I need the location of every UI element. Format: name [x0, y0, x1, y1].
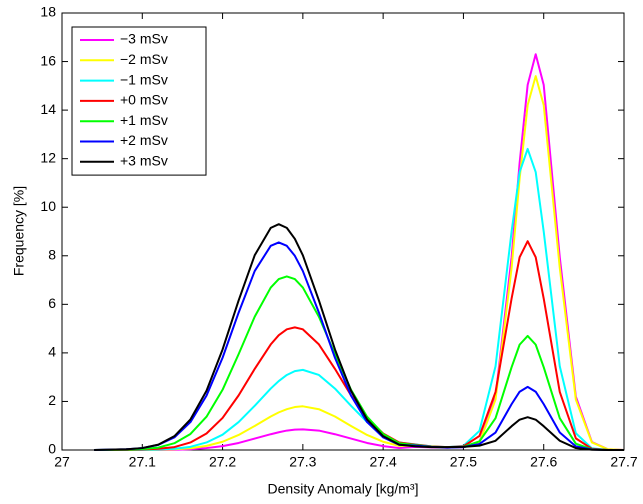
y-tick-label: 12 — [40, 149, 56, 165]
x-tick-label: 27 — [54, 454, 70, 470]
legend: −3 mSv −2 mSv −1 mSv +0 mSv +1 mSv +2 mSv +3 m… — [71, 26, 207, 176]
x-axis-label: Density Anomaly [kg/m³] — [268, 481, 419, 497]
series-line — [94, 241, 624, 451]
legend-label: −3 mSv — [120, 31, 168, 47]
y-tick-label: 0 — [48, 441, 56, 457]
x-tick-label: 27.1 — [129, 454, 156, 470]
x-tick-label: 27.3 — [289, 454, 316, 470]
y-tick-label: 6 — [48, 295, 56, 311]
y-tick-label: 8 — [48, 246, 56, 262]
x-tick-label: 27.2 — [209, 454, 236, 470]
legend-label: +2 mSv — [120, 132, 168, 148]
y-tick-label: 16 — [40, 52, 56, 68]
y-tick-label: 18 — [40, 4, 56, 20]
legend-label: +3 mSv — [120, 153, 168, 169]
legend-label: −2 mSv — [120, 51, 168, 67]
y-tick-label: 4 — [48, 344, 56, 360]
x-tick-label: 27.5 — [450, 454, 477, 470]
x-tick-label: 27.4 — [370, 454, 397, 470]
x-tick-label: 27.7 — [610, 454, 637, 470]
y-tick-label: 2 — [48, 392, 56, 408]
series-line — [94, 75, 625, 451]
y-tick-label: 14 — [40, 101, 56, 117]
x-tick-label: 27.6 — [530, 454, 557, 470]
legend-label: +1 mSv — [120, 112, 168, 128]
series-line — [94, 275, 624, 451]
series-line — [94, 223, 624, 451]
legend-label: −1 mSv — [120, 71, 168, 87]
y-tick-label: 10 — [40, 198, 56, 214]
series-line — [94, 53, 625, 451]
legend-label: +0 mSv — [120, 92, 168, 108]
y-axis-label: Frequency [%] — [11, 186, 27, 276]
